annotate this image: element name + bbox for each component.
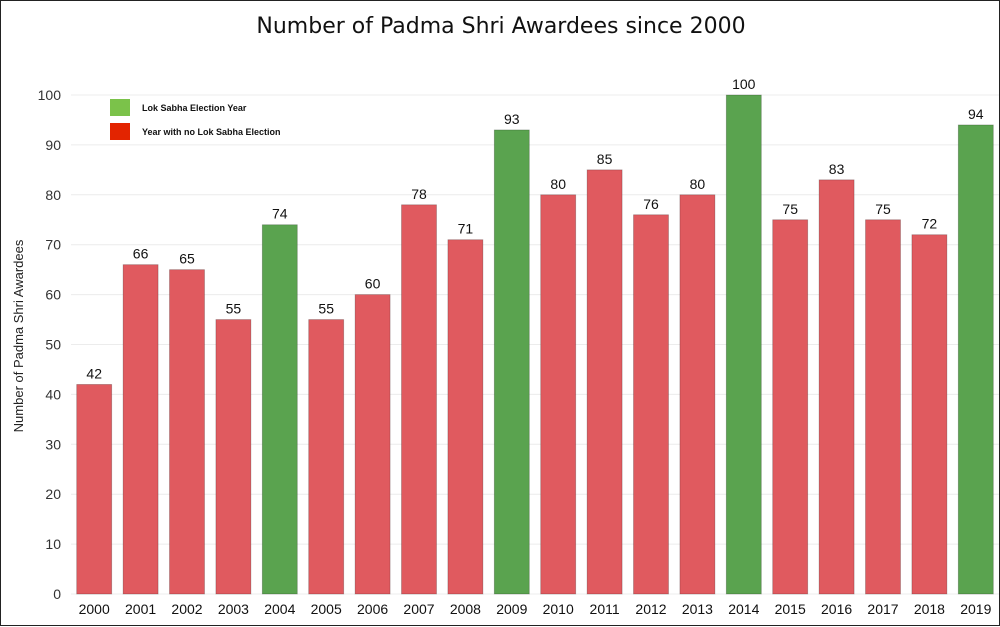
value-label: 78 [411, 186, 427, 202]
value-label: 74 [272, 206, 288, 222]
y-tick-label: 10 [45, 536, 61, 552]
x-tick-label: 2009 [496, 601, 527, 617]
x-tick-label: 2003 [218, 601, 249, 617]
value-label: 76 [643, 196, 659, 212]
y-tick-label: 100 [38, 87, 62, 103]
value-label: 100 [732, 76, 756, 92]
x-tick-label: 2013 [682, 601, 713, 617]
x-tick-label: 2015 [775, 601, 806, 617]
value-label: 55 [318, 301, 334, 317]
bar-2001 [122, 264, 159, 595]
value-label: 65 [179, 251, 195, 267]
y-tick-label: 20 [45, 486, 61, 502]
bar-2018 [911, 234, 948, 595]
bar-2011 [586, 169, 623, 595]
bar-2005 [308, 319, 345, 595]
x-axis-ticks: 2000 2001 2002 2003 2004 2005 2006 2007 2008 2009… [79, 601, 992, 617]
bar-2012 [633, 214, 669, 595]
value-label: 42 [86, 365, 102, 381]
value-label: 60 [365, 276, 381, 292]
value-label: 55 [226, 301, 242, 317]
y-tick-label: 90 [45, 137, 61, 153]
value-label: 75 [875, 201, 891, 217]
bar-2009 [493, 129, 530, 595]
x-tick-label: 2005 [311, 601, 342, 617]
bar-2016 [818, 179, 855, 595]
value-label: 94 [968, 106, 984, 122]
value-label: 72 [922, 216, 938, 232]
bar-2002 [169, 269, 205, 595]
gridlines [71, 94, 999, 595]
x-tick-label: 2006 [357, 601, 388, 617]
bar-2000 [76, 384, 113, 595]
y-tick-label: 70 [45, 237, 61, 253]
value-label: 71 [458, 221, 474, 237]
bar-2013 [679, 194, 716, 595]
legend-label: Year with no Lok Sabha Election [142, 127, 281, 137]
x-tick-label: 2008 [450, 601, 481, 617]
x-tick-label: 2007 [403, 601, 434, 617]
value-label: 83 [829, 161, 845, 177]
value-label: 66 [133, 246, 149, 262]
x-tick-label: 2000 [79, 601, 110, 617]
x-tick-label: 2018 [914, 601, 945, 617]
x-tick-label: 2012 [635, 601, 666, 617]
bar-2008 [447, 239, 484, 595]
y-axis-label: Number of Padma Shri Awardees [11, 239, 26, 432]
bar-2014 [725, 94, 762, 595]
bar-2003 [215, 319, 252, 595]
x-tick-label: 2019 [960, 601, 991, 617]
value-label: 75 [782, 201, 798, 217]
y-tick-label: 60 [45, 287, 61, 303]
legend: Lok Sabha Election Year Year with no Lok … [110, 99, 281, 140]
x-tick-label: 2002 [171, 601, 202, 617]
value-label: 80 [690, 176, 706, 192]
legend-swatch [110, 123, 130, 140]
x-tick-label: 2001 [125, 601, 156, 617]
bar-2004 [261, 224, 298, 595]
bar-2006 [354, 294, 391, 595]
legend-swatch [110, 99, 130, 116]
x-tick-label: 2017 [867, 601, 898, 617]
x-tick-label: 2016 [821, 601, 852, 617]
bar-2010 [540, 194, 577, 595]
value-label: 80 [550, 176, 566, 192]
x-tick-label: 2004 [264, 601, 295, 617]
value-labels: 42 66 65 55 74 55 60 78 71 93 80 85 76 80 100 75 83 75 72 9… [86, 76, 983, 381]
y-tick-label: 0 [53, 586, 61, 602]
value-label: 85 [597, 151, 613, 167]
value-label: 93 [504, 111, 520, 127]
bars [76, 94, 994, 595]
bar-2007 [401, 204, 437, 595]
x-tick-label: 2014 [728, 601, 759, 617]
y-axis-ticks: 0 10 20 30 40 50 60 70 80 90 100 [38, 87, 62, 602]
bar-2019 [957, 124, 994, 595]
y-tick-label: 30 [45, 436, 61, 452]
y-tick-label: 40 [45, 386, 61, 402]
legend-label: Lok Sabha Election Year [142, 103, 247, 113]
y-tick-label: 80 [45, 187, 61, 203]
y-tick-label: 50 [45, 337, 61, 353]
bar-2015 [772, 219, 809, 595]
chart-title: Number of Padma Shri Awardees since 2000 [256, 14, 745, 39]
bar-2017 [865, 219, 901, 595]
x-tick-label: 2011 [590, 601, 620, 617]
x-tick-label: 2010 [543, 601, 574, 617]
